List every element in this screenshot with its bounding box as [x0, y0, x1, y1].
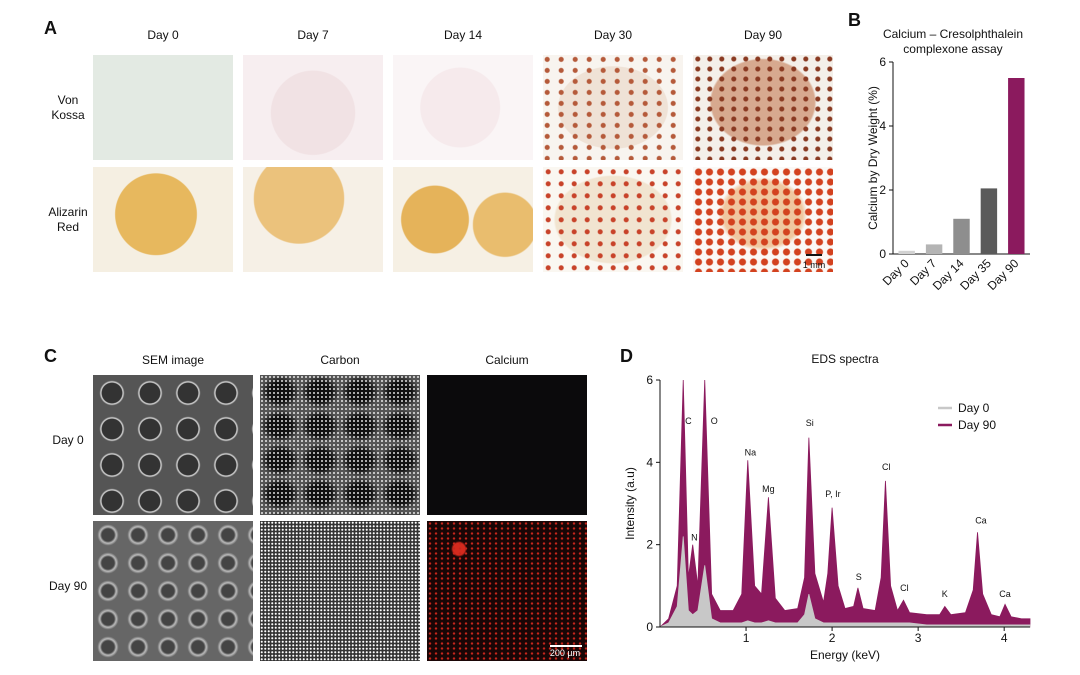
y-tick-label: 6 [646, 373, 653, 387]
scale-bar-label: 1 mm [802, 260, 826, 270]
micrograph [243, 55, 383, 160]
column-header: Day 30 [593, 28, 633, 42]
column-header: Day 14 [443, 28, 483, 42]
scale-bar-label: 200 µm [549, 648, 581, 658]
row-label: Von Kossa [51, 93, 85, 122]
area [660, 379, 1031, 628]
peak-label: Ca [999, 589, 1011, 599]
y-tick-label: 2 [879, 183, 886, 197]
micrograph [93, 167, 233, 272]
row-label: Alizarin Red [48, 205, 88, 234]
y-tick-label: 4 [879, 119, 886, 133]
peak-label: S [856, 572, 862, 582]
row-label: Day 0 [52, 433, 84, 447]
peak-label: Ca [975, 515, 987, 525]
bar [925, 244, 943, 254]
y-tick-label: 0 [646, 620, 653, 634]
legend-label: Day 0 [958, 401, 990, 415]
column-header: Carbon [320, 353, 360, 367]
x-tick-label: 1 [743, 631, 750, 645]
y-tick-label: 0 [879, 247, 886, 261]
bar [980, 188, 998, 254]
micrograph [243, 167, 383, 272]
area [660, 536, 1031, 628]
column-header: Calcium [485, 353, 529, 367]
peak-label: Cl [900, 583, 909, 593]
column-header: SEM image [141, 353, 205, 367]
x-tick-label: Day 90 [985, 256, 1022, 293]
panel-letter: B [848, 10, 861, 30]
micrograph [260, 375, 420, 515]
x-tick-label: 2 [829, 631, 836, 645]
column-header: Day 90 [743, 28, 783, 42]
bar [1008, 78, 1025, 254]
y-tick-label: 2 [646, 538, 653, 552]
peak-label: Cl [882, 462, 891, 472]
peak-label: Mg [762, 484, 775, 494]
chart-title: Calcium – Cresolphthalein complexone ass… [882, 27, 1024, 56]
x-tick-label: 4 [1001, 631, 1008, 645]
panel-letter: A [44, 18, 57, 38]
micrograph [393, 167, 533, 272]
peak-label: C [685, 416, 692, 426]
y-axis-label: Calcium by Dry Weight (%) [866, 86, 880, 230]
micrograph [543, 167, 683, 272]
bar [898, 250, 915, 254]
y-tick-label: 6 [879, 55, 886, 69]
y-axis-label: Intensity (a.u) [623, 467, 637, 540]
column-header: Day 7 [297, 28, 329, 42]
peak-label: Si [806, 418, 814, 428]
micrograph [393, 55, 533, 160]
scale-bar [806, 254, 822, 256]
x-axis-label: Energy (keV) [810, 648, 880, 662]
peak-label: Na [745, 447, 757, 457]
bar [953, 218, 970, 254]
peak-label: K [942, 589, 948, 599]
micrograph [693, 55, 833, 160]
micrograph [427, 375, 587, 515]
micrograph [427, 521, 587, 661]
micrograph [260, 521, 420, 661]
panel-letter: D [620, 346, 633, 366]
micrograph [93, 55, 233, 160]
micrograph [93, 521, 253, 661]
peak-label: N [691, 533, 698, 543]
peak-label: P, Ir [825, 489, 840, 499]
panel-letter: C [44, 346, 57, 366]
column-header: Day 0 [147, 28, 179, 42]
micrograph [543, 55, 683, 160]
peak-label: O [711, 416, 718, 426]
chart-title: EDS spectra [811, 352, 879, 366]
y-tick-label: 4 [646, 455, 653, 469]
x-tick-label: 3 [915, 631, 922, 645]
row-label: Day 90 [48, 579, 88, 593]
micrograph [93, 375, 253, 515]
legend-label: Day 90 [958, 418, 996, 432]
scale-bar [550, 645, 582, 647]
plot-area [660, 379, 1031, 628]
